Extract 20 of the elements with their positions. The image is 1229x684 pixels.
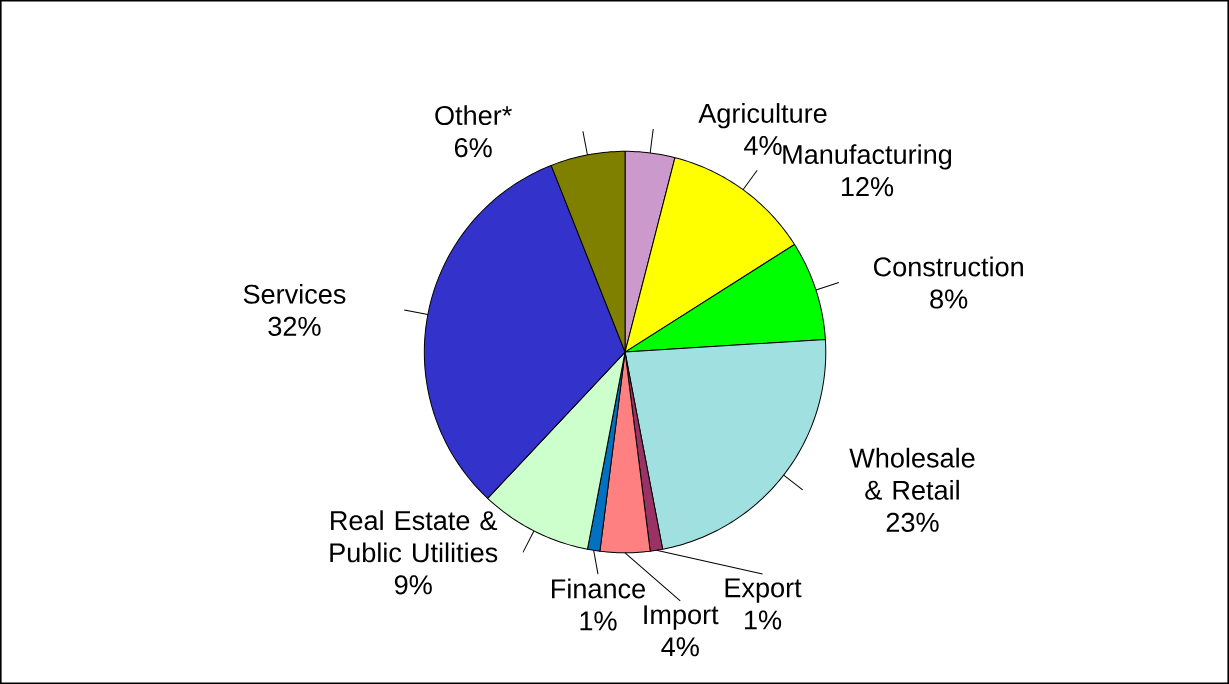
slice-label: Finance [552,578,645,599]
slice-label: Export [725,578,802,603]
slice-label: Real Estate & Public Utilities [330,510,498,563]
data-label: 1% [580,611,617,631]
slice-label: Services [243,283,346,304]
slice-label: Import [644,605,719,630]
data-label: 9% [394,575,432,595]
data-label: 8% [930,289,968,309]
data-label: 1% [745,610,782,630]
data-label: 32% [268,316,321,336]
data-label: 23% [886,512,939,532]
slice-label: Other* [435,105,512,126]
legend-label: Wholesale & Retail [849,447,975,500]
data-label: 12% [841,177,894,197]
data-label: 4% [744,136,782,155]
data-label: 4% [661,637,699,657]
slice-label: Construction [873,256,1023,277]
slice-label: Agriculture [698,103,827,129]
slice-label: Manufacturing [783,144,952,170]
data-label: 6% [454,138,492,158]
